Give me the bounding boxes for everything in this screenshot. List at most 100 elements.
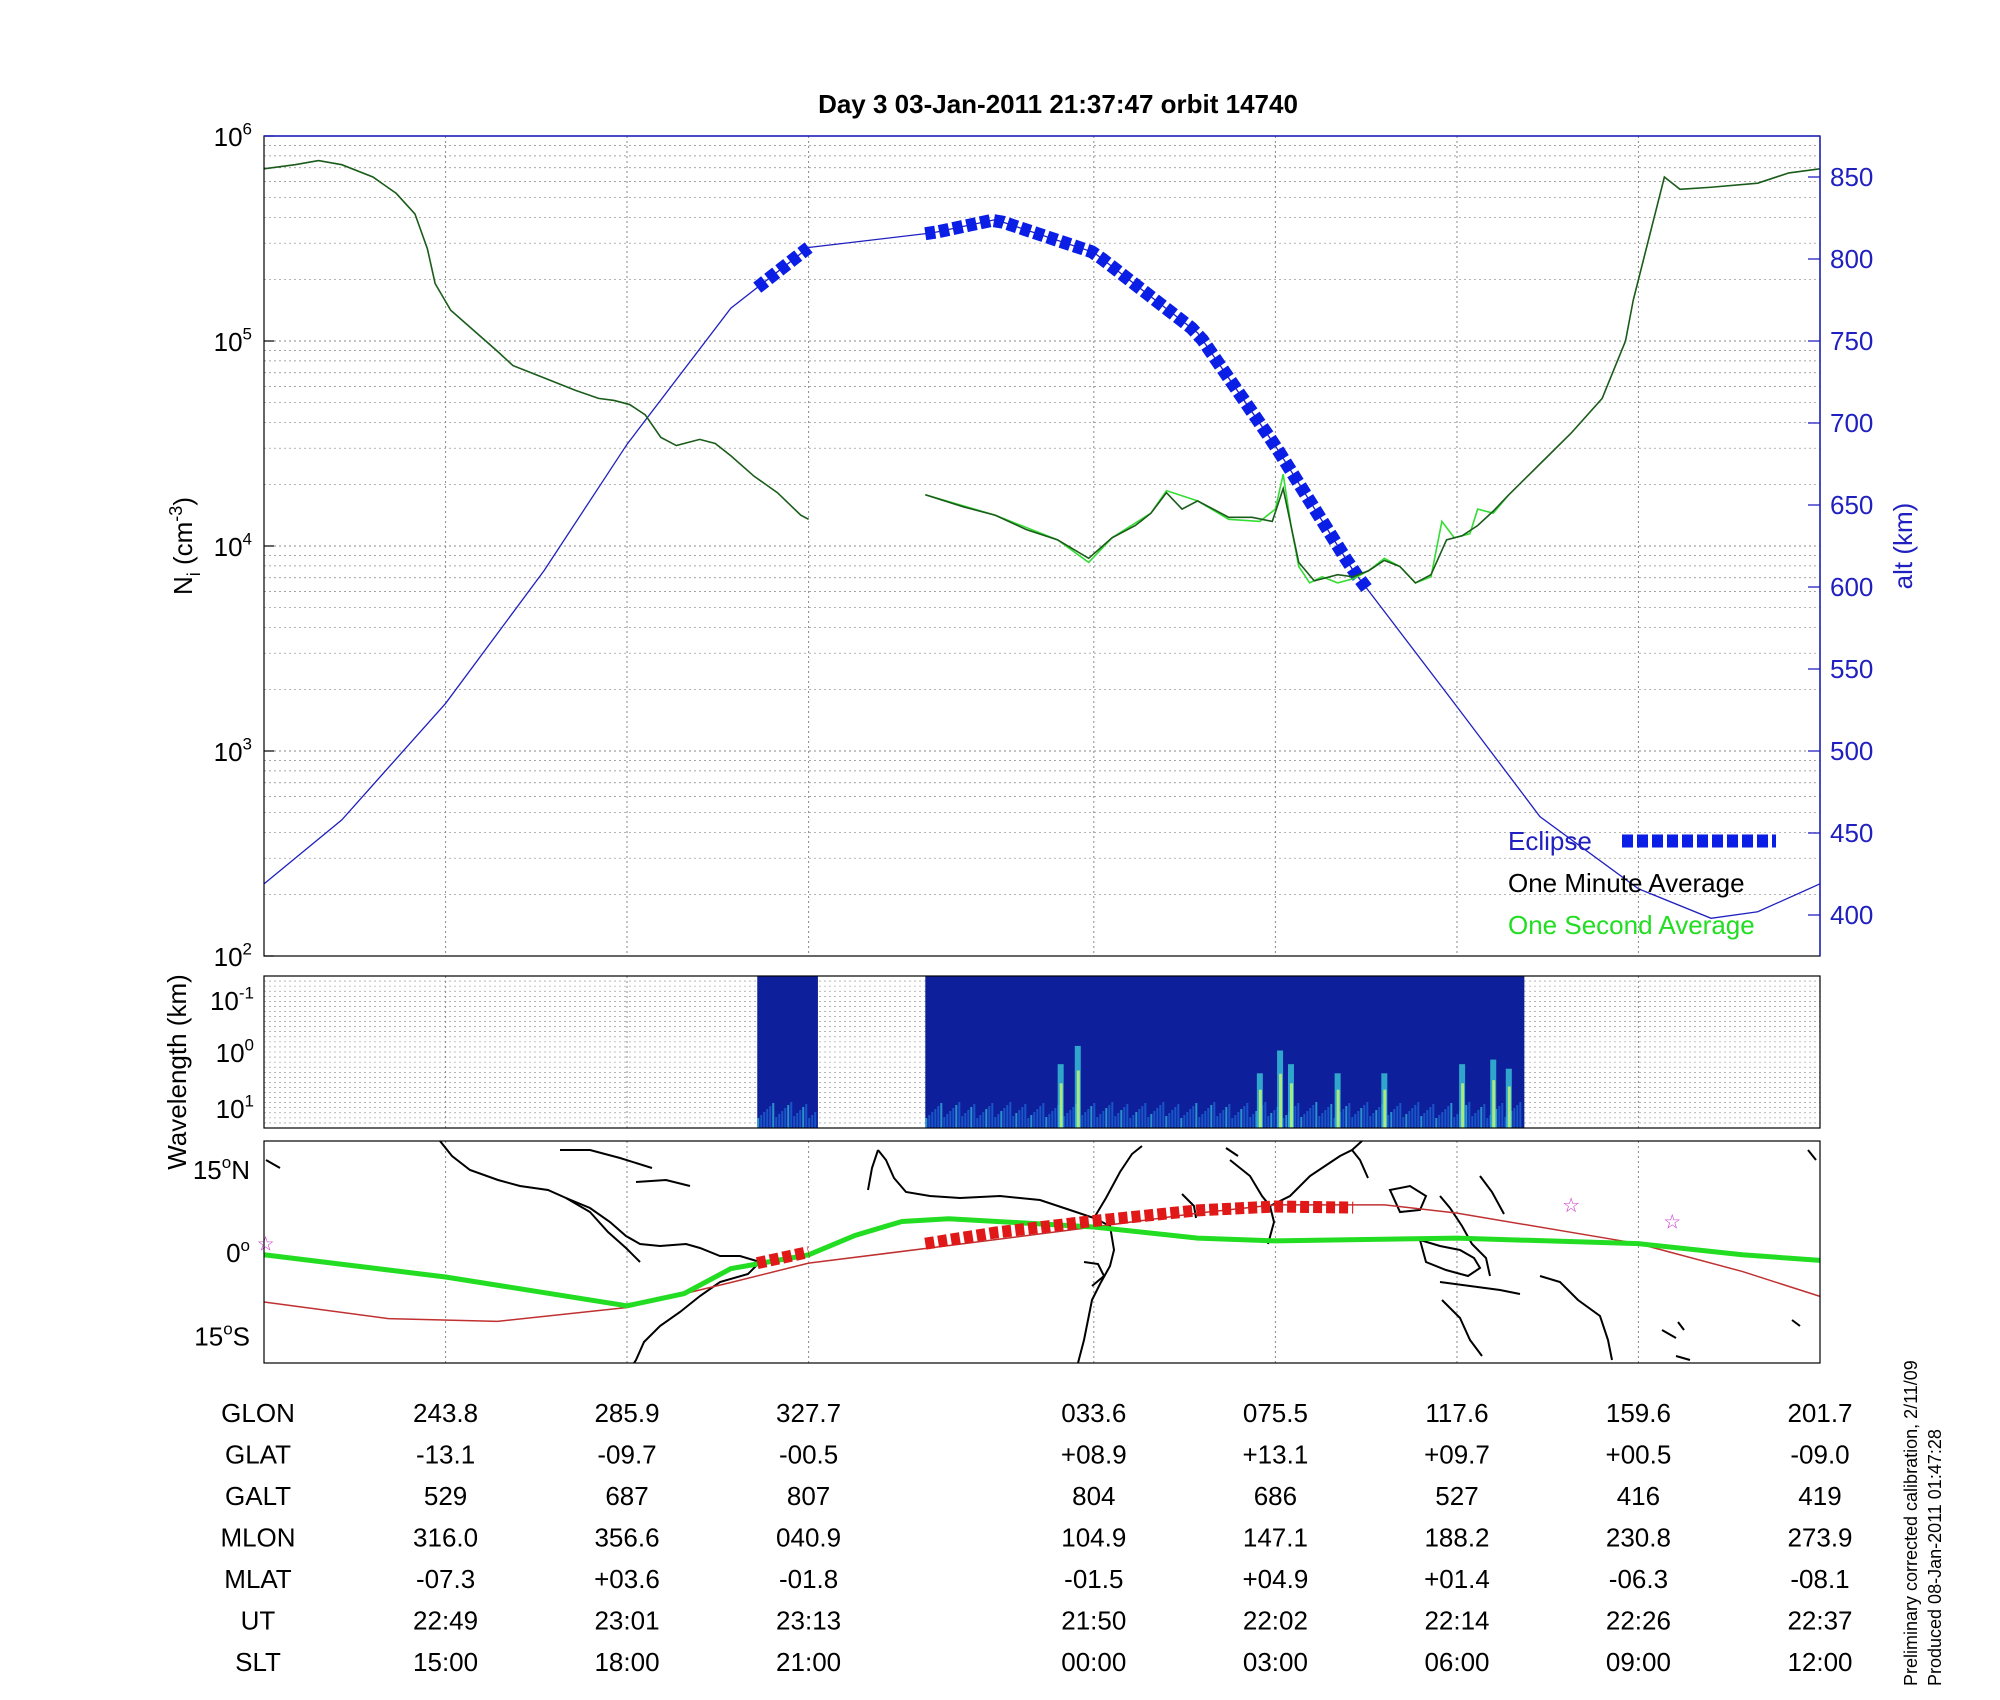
spectrogram-bright-core	[1336, 1089, 1340, 1128]
spectrogram-cell	[1321, 1113, 1324, 1128]
spectrogram-cell	[994, 1117, 997, 1128]
spectrogram-cell	[1165, 1116, 1168, 1128]
spectrogram-cell	[811, 1115, 814, 1128]
altitude-tick-label: 700	[1830, 408, 1873, 438]
spectrogram-cell	[1456, 1114, 1459, 1128]
spectrogram-cell	[1483, 1104, 1486, 1128]
table-cell: 21:00	[776, 1647, 841, 1677]
spectrogram-cell	[946, 1114, 949, 1128]
spectrogram-cell	[1210, 1105, 1213, 1128]
spectrogram-cell	[766, 1109, 769, 1128]
coastlines	[265, 1140, 1817, 1364]
table-cell: 117.6	[1425, 1398, 1488, 1428]
spectrogram-cell	[1294, 1106, 1297, 1128]
spectrogram-cell	[952, 1108, 955, 1128]
calibration-note: Preliminary corrected calibration, 2/11/…	[1901, 1360, 1921, 1686]
spectrogram-cell	[1144, 1103, 1147, 1128]
spectrogram-cell	[1285, 1115, 1288, 1128]
spectrogram-cell	[1126, 1104, 1129, 1128]
spectrogram-cell	[1093, 1103, 1096, 1128]
spectrogram-tick-label: 100	[216, 1035, 254, 1068]
spectrogram-cell	[1231, 1118, 1234, 1128]
spectrogram-cell	[931, 1112, 934, 1128]
legend: Eclipse One Minute Average One Second Av…	[1508, 826, 1776, 940]
spectrogram-bright-core	[1059, 1083, 1063, 1128]
subsolar-star-marker: ☆	[1663, 1211, 1681, 1233]
map-lat-label: 15oN	[193, 1153, 250, 1185]
eclipse-segment	[753, 242, 813, 293]
density-tick-label: 105	[214, 324, 252, 357]
table-cell: +08.9	[1061, 1440, 1127, 1470]
spectrogram-tick-label: 10-1	[210, 983, 254, 1016]
spectrogram-tick-label: 101	[216, 1091, 254, 1124]
spectrogram-cell	[1228, 1104, 1231, 1128]
table-cell: 527	[1435, 1481, 1478, 1511]
table-cell: 21:50	[1061, 1606, 1126, 1636]
spectrogram-bright-core	[1258, 1089, 1262, 1128]
table-cell: +00.5	[1606, 1440, 1672, 1470]
map-lat-label: 0o	[226, 1236, 250, 1268]
spectrogram-ticks: 10-1 100 101	[210, 983, 254, 1124]
altitude-right-ticks: 400 450 500 550 600 650 700 750 800 850	[1808, 162, 1873, 930]
altitude-tick-label: 400	[1830, 900, 1873, 930]
density-tick-label: 102	[214, 939, 252, 972]
spectrogram-cell	[793, 1116, 796, 1128]
spectrogram-cell	[1201, 1114, 1204, 1128]
ground-track-line	[263, 1216, 1821, 1309]
spectrogram-data	[757, 976, 1525, 1128]
spectrogram-cell	[1435, 1118, 1438, 1128]
spectrogram-cell	[1180, 1118, 1183, 1128]
spectrogram-cell	[802, 1107, 805, 1128]
spectrogram-cell	[1021, 1107, 1024, 1128]
spectrogram-cell	[943, 1117, 946, 1128]
spectrogram-cell	[1444, 1109, 1447, 1128]
table-cell: +03.6	[594, 1564, 660, 1594]
table-cell: 18:00	[594, 1647, 659, 1677]
spectrogram-cell	[1051, 1111, 1054, 1128]
spectrogram-cell	[1153, 1111, 1156, 1128]
spectrogram-cell	[1297, 1103, 1300, 1128]
spectrogram-cell	[1111, 1102, 1114, 1128]
table-cell: 316.0	[413, 1523, 478, 1553]
spectrogram-cell	[1237, 1112, 1240, 1128]
table-cell: 06:00	[1424, 1647, 1489, 1677]
spectrogram-cell	[1498, 1106, 1501, 1128]
spectrogram-cell	[940, 1103, 943, 1128]
density-panel: 102 103 104 105 106 400 450 500 550 600 650 700 750…	[166, 119, 1918, 972]
spectrogram-cell	[991, 1103, 994, 1128]
spectrogram-cell	[772, 1103, 775, 1128]
spectrogram-cell	[1099, 1114, 1102, 1128]
table-cell: 03:00	[1243, 1647, 1308, 1677]
table-cell: -01.8	[779, 1564, 838, 1594]
table-cell: -09.0	[1790, 1440, 1849, 1470]
spectrogram-cell	[1357, 1111, 1360, 1128]
spectrogram-cell	[1159, 1105, 1162, 1128]
subsolar-star-marker: ☆	[257, 1234, 275, 1256]
spectrogram-bright-core	[1383, 1089, 1387, 1128]
spectrogram-cell	[1147, 1117, 1150, 1128]
spectrogram-cell	[979, 1115, 982, 1128]
spectrogram-cell	[1396, 1106, 1399, 1128]
spectrogram-cell	[769, 1106, 772, 1128]
spectrogram-cell	[778, 1114, 781, 1128]
spectrogram-cell	[1009, 1102, 1012, 1128]
spectrogram-cell	[1102, 1111, 1105, 1128]
spectrogram-cell	[814, 1112, 817, 1128]
spectrogram-cell	[1189, 1109, 1192, 1128]
table-cell: 075.5	[1243, 1398, 1308, 1428]
table-cell: 104.9	[1061, 1523, 1126, 1553]
spectrogram-cell	[988, 1106, 991, 1128]
spectrogram-cell	[1426, 1110, 1429, 1128]
spectrogram-cell	[925, 1118, 928, 1128]
altitude-tick-label: 650	[1830, 490, 1873, 520]
map-tracks: ☆ ☆ ☆	[257, 1195, 1821, 1323]
spectrogram-cell	[1186, 1112, 1189, 1128]
table-cell: 243.8	[413, 1398, 478, 1428]
table-cell: 327.7	[776, 1398, 841, 1428]
spectrogram-cell	[1174, 1107, 1177, 1128]
spectrogram-cell	[1420, 1116, 1423, 1128]
table-cell: 09:00	[1606, 1647, 1671, 1677]
spectrogram-cell	[1438, 1115, 1441, 1128]
spectrogram-cell	[1501, 1103, 1504, 1128]
spectrogram-cell	[1306, 1111, 1309, 1128]
